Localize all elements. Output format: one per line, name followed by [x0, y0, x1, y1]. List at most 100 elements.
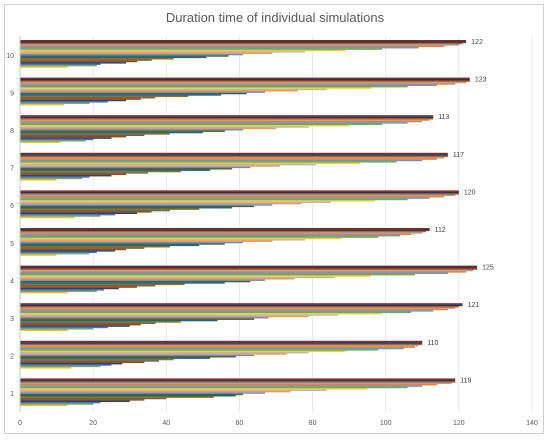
bar — [20, 55, 229, 57]
bar — [20, 357, 211, 359]
bar — [20, 170, 181, 173]
bar — [20, 115, 434, 117]
bar — [20, 80, 470, 82]
bar — [20, 211, 152, 213]
bar — [20, 174, 112, 177]
bar — [20, 228, 430, 230]
data-label: 112 — [435, 227, 446, 234]
bar — [20, 343, 423, 346]
bar — [20, 176, 90, 178]
bar — [20, 233, 412, 236]
bar — [20, 90, 298, 92]
bar — [20, 266, 478, 269]
bar — [20, 63, 101, 65]
bar — [20, 116, 434, 119]
bar — [20, 57, 174, 60]
data-label: 125 — [482, 265, 494, 272]
bar — [20, 91, 266, 93]
x-tick-label: 100 — [380, 420, 392, 427]
bar — [20, 95, 189, 98]
bar — [20, 206, 233, 209]
bar — [20, 328, 94, 330]
bar — [20, 215, 101, 217]
bar — [20, 205, 255, 208]
bar — [20, 52, 273, 54]
bar — [20, 243, 225, 245]
x-tick-label: 140 — [526, 420, 538, 427]
bar — [20, 200, 375, 202]
bar — [20, 239, 306, 241]
bar — [20, 287, 119, 290]
data-label: 119 — [460, 377, 471, 384]
bar — [20, 45, 445, 48]
data-label: 117 — [453, 152, 464, 159]
bar — [20, 163, 317, 166]
bar — [20, 83, 456, 85]
x-tick-label: 80 — [309, 420, 317, 427]
bar — [20, 237, 342, 240]
chart-title: Duration time of individual simulations — [165, 10, 385, 25]
bar — [20, 64, 97, 67]
y-tick-label: 2 — [10, 354, 14, 361]
bar — [20, 317, 269, 319]
bar — [20, 252, 90, 255]
bar — [20, 167, 233, 170]
bar — [20, 53, 244, 56]
bar — [20, 158, 437, 160]
bar — [20, 381, 456, 383]
data-label: 122 — [471, 39, 483, 46]
bar — [20, 130, 225, 132]
bar — [20, 129, 244, 131]
bar — [20, 244, 200, 247]
bar — [20, 342, 423, 344]
bar — [20, 138, 94, 141]
bar — [20, 126, 309, 128]
bar — [20, 88, 328, 91]
bar — [20, 87, 372, 89]
bar — [20, 141, 61, 143]
bar — [20, 209, 170, 212]
bar-group: 125 — [20, 265, 494, 294]
bar — [20, 276, 335, 279]
bar — [20, 135, 127, 138]
bar — [20, 51, 306, 53]
bar — [20, 134, 145, 137]
x-tick-label: 60 — [236, 420, 244, 427]
bar — [20, 272, 448, 275]
data-label: 121 — [468, 302, 480, 309]
bar — [20, 156, 445, 159]
y-tick-label: 10 — [6, 53, 14, 60]
bar — [20, 251, 97, 253]
bar — [20, 208, 200, 210]
bar — [20, 394, 236, 397]
bar — [20, 62, 127, 64]
bar — [20, 351, 309, 354]
bar — [20, 46, 419, 49]
bar — [20, 247, 145, 249]
bar — [20, 40, 467, 42]
bar — [20, 49, 346, 52]
bar — [20, 152, 448, 155]
bar — [20, 172, 148, 174]
bar — [20, 310, 434, 312]
bar — [20, 198, 408, 201]
bar — [20, 286, 138, 288]
bar — [20, 280, 251, 283]
bar — [20, 177, 83, 180]
bar — [20, 56, 207, 59]
y-tick-label: 5 — [10, 241, 14, 248]
bar — [20, 364, 112, 366]
bar — [20, 383, 437, 386]
bar — [20, 137, 112, 139]
bar — [20, 179, 57, 181]
y-tick-label: 7 — [10, 166, 14, 173]
bar — [20, 353, 287, 355]
bar — [20, 133, 170, 135]
bar — [20, 59, 152, 61]
bar — [20, 193, 459, 195]
bar — [20, 194, 456, 197]
bar — [20, 265, 478, 268]
bar — [20, 397, 167, 400]
bar — [20, 361, 145, 364]
bar — [20, 355, 236, 358]
